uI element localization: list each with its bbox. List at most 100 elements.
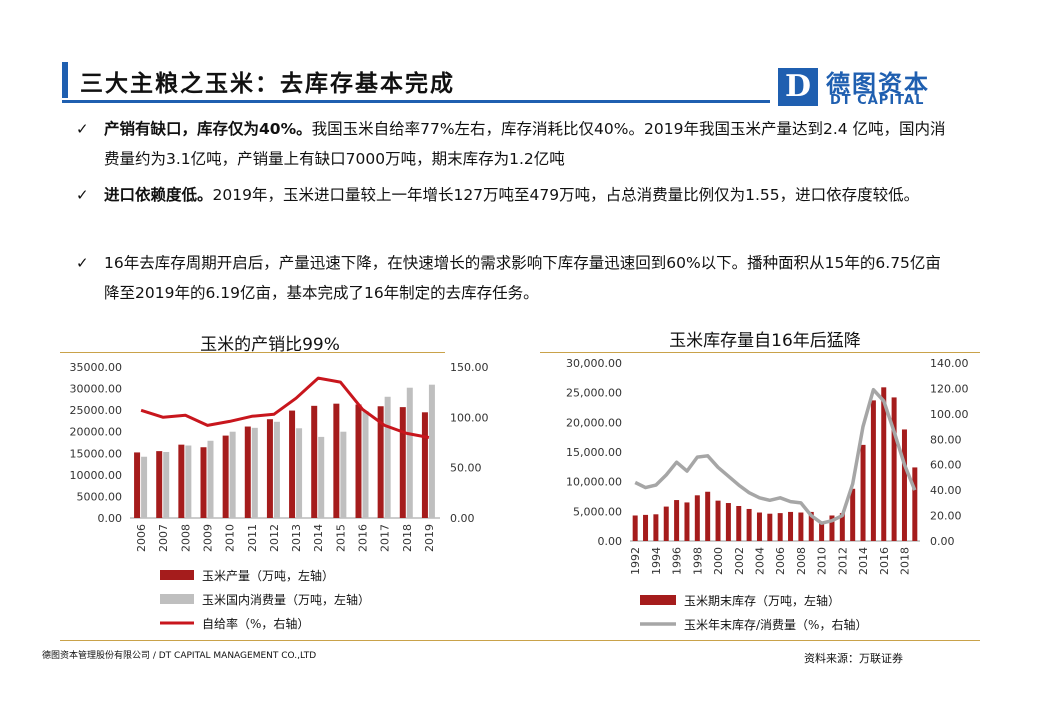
bar [912, 467, 918, 541]
bar [839, 513, 845, 541]
x-tick-label: 2002 [733, 547, 746, 575]
bar [163, 451, 170, 518]
y-right-tick-label: 0.00 [930, 535, 955, 548]
bar [798, 512, 804, 541]
bar [141, 456, 148, 518]
title-accent-bar [62, 62, 68, 98]
x-tick-label: 2018 [401, 524, 414, 552]
bar [674, 500, 680, 541]
y-right-tick-label: 0.00 [450, 512, 475, 525]
bullet-item: ✓ 产销有缺口，库存仅为40%。我国玉米自给率77%左右，库存消耗比仅40%。2… [76, 114, 956, 174]
bar [251, 427, 258, 518]
y-right-tick-label: 150.00 [450, 361, 489, 374]
bullet-bold: 产销有缺口，库存仅为40%。 [104, 120, 312, 138]
series-line [140, 376, 430, 439]
bar [850, 488, 856, 541]
x-tick-label: 2011 [246, 524, 259, 552]
bar [891, 397, 897, 541]
bar [663, 506, 669, 541]
bar [901, 429, 907, 541]
bar [819, 522, 825, 541]
y-left-tick-label: 5000.00 [77, 490, 123, 503]
x-tick-label: 1992 [629, 547, 642, 575]
y-left-tick-label: 30,000.00 [566, 357, 622, 370]
y-left-tick-label: 35000.00 [70, 361, 123, 374]
x-tick-label: 2014 [312, 524, 325, 552]
y-left-tick-label: 10000.00 [70, 469, 123, 482]
bar [643, 514, 649, 541]
bar [185, 445, 192, 518]
legend-label: 玉米年末库存/消费量（%，右轴） [684, 617, 867, 632]
bullet-text: 2019年，玉米进口量较上一年增长127万吨至479万吨，占总消费量比例仅为1.… [212, 186, 920, 204]
y-right-tick-label: 40.00 [930, 484, 962, 497]
bar [362, 411, 369, 518]
y-left-tick-label: 5,000.00 [573, 505, 622, 518]
bar [860, 444, 866, 541]
x-tick-label: 2013 [290, 524, 303, 552]
bar [756, 512, 762, 541]
bar [134, 452, 141, 518]
y-left-tick-label: 25,000.00 [566, 387, 622, 400]
x-tick-label: 2000 [712, 547, 725, 575]
divider [540, 352, 980, 353]
bar [200, 447, 207, 518]
bar [296, 428, 303, 518]
bar [156, 451, 163, 518]
bar [355, 404, 362, 518]
legend-swatch [160, 570, 194, 580]
y-left-tick-label: 20,000.00 [566, 416, 622, 429]
bar [653, 514, 659, 541]
legend-label: 自给率（%，右轴） [202, 616, 309, 631]
chart-title-right: 玉米库存量自16年后猛降 [669, 331, 861, 351]
y-right-tick-label: 100.00 [930, 408, 969, 421]
x-tick-label: 2009 [202, 524, 215, 552]
bar [244, 426, 251, 518]
bullet-text: 16年去库存周期开启后，产量迅速下降，在快速增长的需求影响下库存量迅速回到60%… [104, 254, 941, 302]
bar [178, 444, 185, 518]
bar [318, 436, 325, 518]
legend-swatch [160, 594, 194, 604]
bar [207, 440, 214, 518]
page-title: 三大主粮之玉米：去库存基本完成 [80, 70, 455, 97]
bar [428, 384, 435, 518]
y-right-tick-label: 120.00 [930, 382, 969, 395]
bar [406, 387, 413, 518]
y-right-tick-label: 100.00 [450, 411, 489, 424]
check-icon: ✓ [76, 186, 89, 204]
bar [767, 513, 773, 541]
bar [222, 435, 229, 518]
bar [421, 412, 428, 518]
x-tick-label: 2008 [179, 524, 192, 552]
divider [60, 352, 445, 353]
x-tick-label: 1998 [691, 547, 704, 575]
check-icon: ✓ [76, 254, 89, 272]
chart-production-consumption: 0.00 5000.00 10000.00 15000.00 20000.00 25000… [70, 361, 489, 631]
bullet-text: 我国玉米自给率77%左右，库存消耗比仅40%。2019年我国玉米产量达到2.4 … [104, 120, 946, 168]
bar [746, 508, 752, 541]
bar [340, 431, 347, 518]
x-tick-label: 2010 [816, 547, 829, 575]
x-tick-label: 2017 [379, 524, 392, 552]
y-right-tick-label: 20.00 [930, 510, 962, 523]
check-icon: ✓ [76, 120, 89, 138]
x-tick-label: 2018 [898, 547, 911, 575]
bar [829, 515, 835, 541]
legend-label: 玉米国内消费量（万吨，左轴） [202, 592, 370, 607]
y-right-tick-label: 80.00 [930, 433, 962, 446]
bar [808, 511, 814, 541]
footer-source: 资料来源：万联证券 [804, 652, 903, 665]
bullet-item: ✓ 进口依赖度低。2019年，玉米进口量较上一年增长127万吨至479万吨，占总… [76, 180, 956, 210]
bar [311, 405, 318, 518]
y-left-tick-label: 15,000.00 [566, 446, 622, 459]
x-tick-label: 2014 [857, 547, 870, 575]
x-tick-label: 2008 [795, 547, 808, 575]
x-tick-label: 2016 [878, 547, 891, 575]
y-right-tick-label: 50.00 [450, 462, 482, 475]
x-tick-label: 2015 [334, 524, 347, 552]
bar [289, 410, 296, 518]
bar [736, 505, 742, 541]
bar [399, 407, 406, 518]
bar [229, 431, 236, 518]
x-tick-label: 2012 [268, 524, 281, 552]
x-tick-label: 2007 [157, 524, 170, 552]
